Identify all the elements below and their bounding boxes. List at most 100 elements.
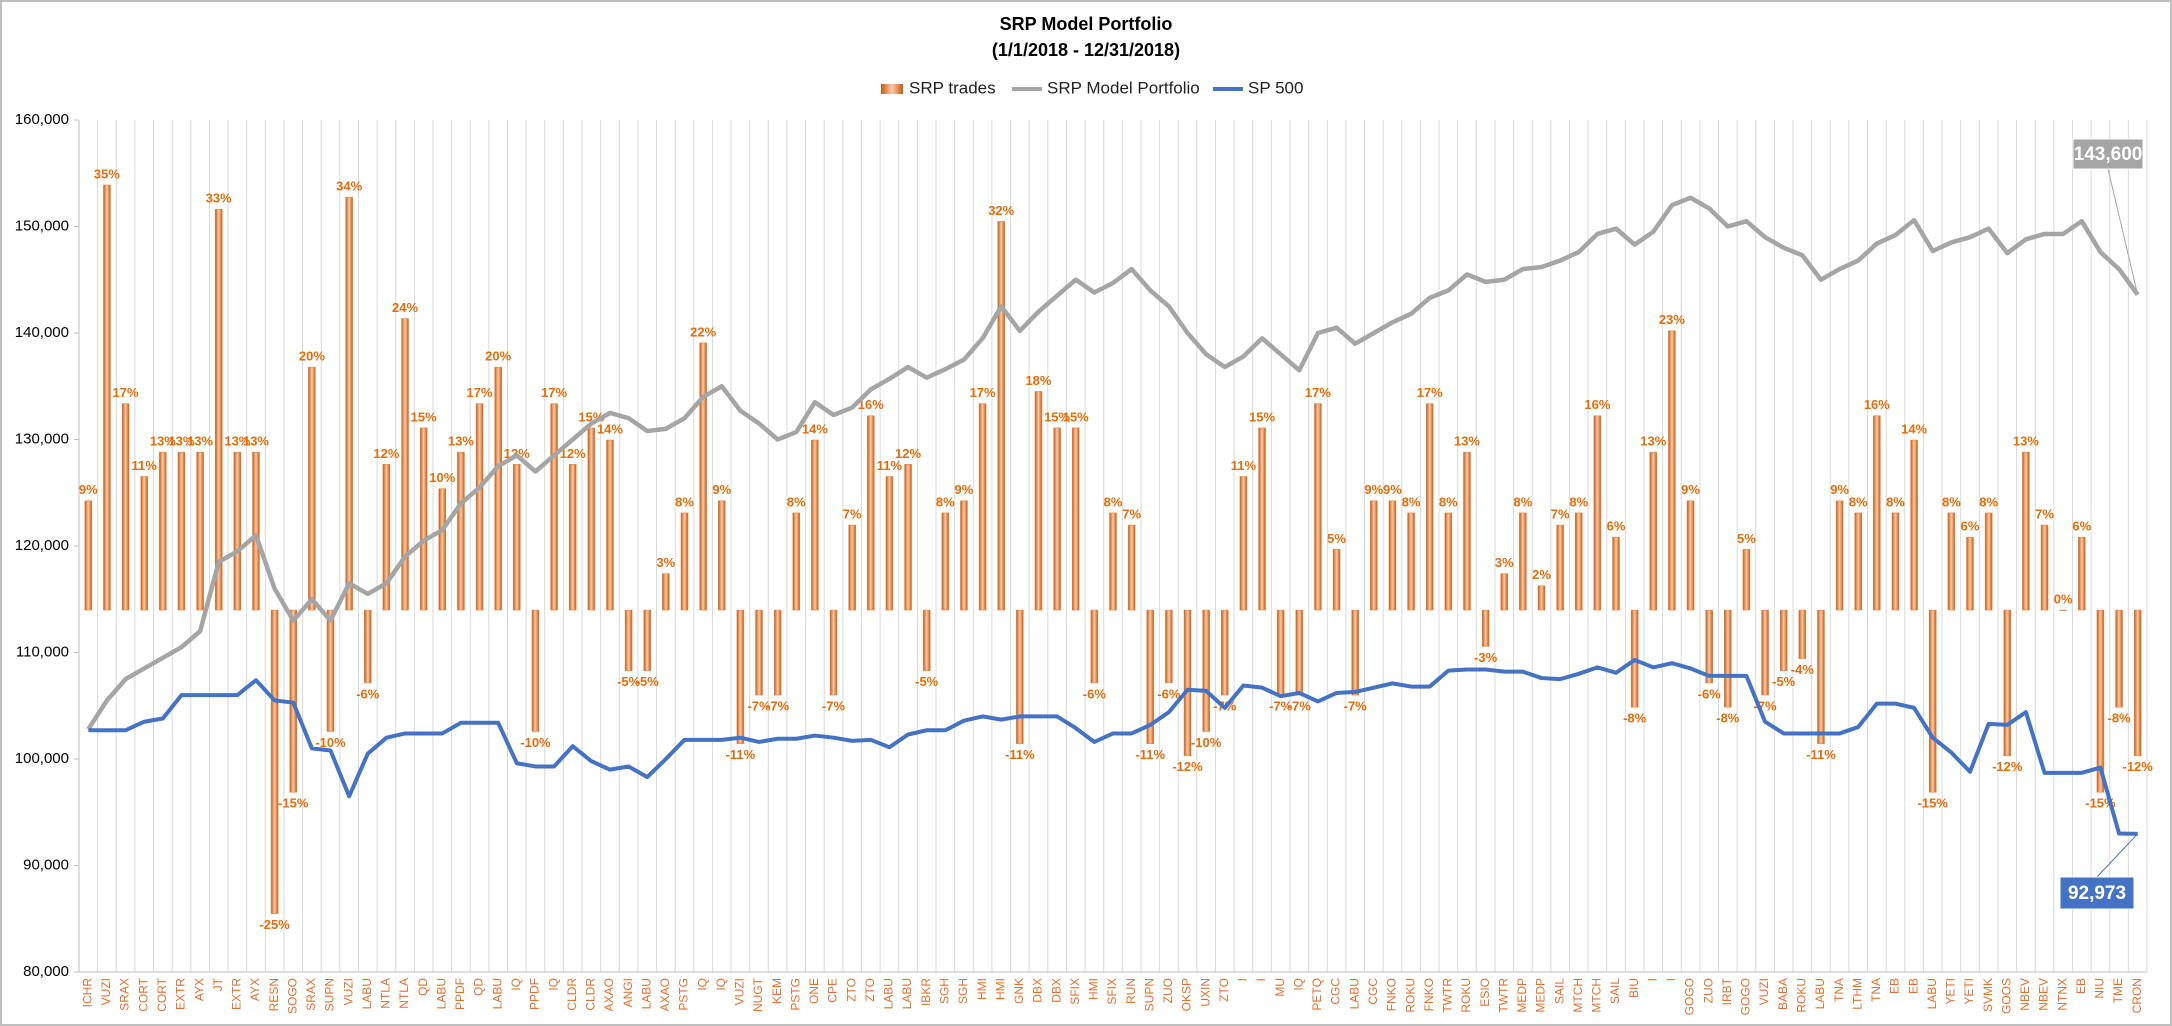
data-label: 8% xyxy=(1979,494,1998,509)
data-label: 2% xyxy=(1532,567,1551,582)
x-tick-label: ROKU xyxy=(1459,978,1473,1013)
x-tick-label: NTLA xyxy=(397,978,411,1009)
data-label: 14% xyxy=(802,421,828,436)
bar xyxy=(1593,415,1602,611)
x-tick-label: HMI xyxy=(975,978,989,1000)
x-tick-label: SRAX xyxy=(304,978,318,1011)
x-tick-label: NIU xyxy=(2093,978,2107,999)
bar xyxy=(531,609,540,732)
x-tick-label: MEDP xyxy=(1534,978,1548,1013)
x-tick-label: JT xyxy=(211,977,225,991)
bar xyxy=(1649,451,1658,611)
bar xyxy=(568,464,577,611)
line-series xyxy=(86,195,2140,731)
data-label: 13% xyxy=(1454,434,1480,449)
bar xyxy=(1165,609,1173,684)
x-tick-label: QD xyxy=(416,978,430,996)
chart-subtitle: (1/1/2018 - 12/31/2018) xyxy=(992,40,1180,60)
bar xyxy=(1221,609,1229,696)
bar xyxy=(1071,427,1080,611)
data-label: 9% xyxy=(1364,482,1383,497)
bar xyxy=(2096,609,2105,793)
bar xyxy=(1481,609,1490,647)
data-label: 8% xyxy=(1886,494,1905,509)
data-label: -8% xyxy=(1623,711,1647,726)
data-label: -10% xyxy=(520,735,551,750)
bar xyxy=(494,366,502,611)
data-label: -8% xyxy=(1716,711,1740,726)
data-label: 33% xyxy=(206,191,232,206)
x-tick-label: SRAX xyxy=(118,978,132,1011)
bar xyxy=(922,609,931,672)
x-tick-label: IBKR xyxy=(919,978,933,1006)
x-tick-label: CGC xyxy=(1329,978,1343,1005)
data-label: -5% xyxy=(1772,674,1796,689)
x-tick-label: NTLA xyxy=(379,978,393,1009)
bar xyxy=(1966,536,1974,611)
bar xyxy=(550,403,558,611)
data-label: 9% xyxy=(1830,482,1849,497)
data-label: 15% xyxy=(1063,409,1089,424)
data-label: 17% xyxy=(970,385,996,400)
bar xyxy=(829,609,838,696)
bar xyxy=(177,451,186,611)
data-label: 8% xyxy=(1569,494,1588,509)
x-tick-label: LABU xyxy=(434,978,448,1009)
bar xyxy=(159,451,167,611)
x-tick-label: ONE xyxy=(807,978,821,1004)
bar xyxy=(2003,609,2012,757)
x-tick-label: GOGO xyxy=(1683,978,1697,1015)
bar xyxy=(308,366,316,611)
x-tick-label: SVMK xyxy=(1981,978,1995,1012)
bar xyxy=(1537,585,1546,611)
x-tick-label: YETI xyxy=(1944,978,1958,1005)
bar xyxy=(1854,512,1862,611)
bar xyxy=(755,609,763,696)
data-label: 16% xyxy=(858,397,884,412)
data-label: 18% xyxy=(1025,373,1051,388)
x-tick-label: VUZI xyxy=(99,978,113,1005)
data-label: 9% xyxy=(712,482,731,497)
bar xyxy=(401,318,409,611)
data-label: 12% xyxy=(560,446,586,461)
x-tick-label: SAIL xyxy=(1608,978,1622,1004)
y-tick-label: 120,000 xyxy=(15,537,69,554)
y-tick-label: 110,000 xyxy=(16,643,69,660)
data-label: 8% xyxy=(936,494,955,509)
chart-title: SRP Model Portfolio xyxy=(1000,14,1173,34)
bar xyxy=(1761,609,1769,696)
x-tick-label: PSTG xyxy=(788,978,802,1011)
bar xyxy=(1034,391,1043,611)
data-label: 20% xyxy=(485,349,511,364)
x-tick-label: RESN xyxy=(267,978,281,1011)
x-tick-label: PPDF xyxy=(528,978,542,1010)
bar xyxy=(1984,512,1993,611)
x-tick-label: LABU xyxy=(1925,978,1939,1009)
x-tick-label: MTCH xyxy=(1571,978,1585,1013)
x-tick-label: ZUO xyxy=(1701,978,1715,1003)
x-tick-label: KEM xyxy=(770,978,784,1004)
data-label: 11% xyxy=(1231,458,1257,473)
data-label: -6% xyxy=(1698,686,1722,701)
data-label: 9% xyxy=(1383,482,1402,497)
x-tick-label: IQ xyxy=(546,978,560,991)
x-tick-label: LABU xyxy=(490,978,504,1009)
bar xyxy=(84,500,93,611)
data-label: 8% xyxy=(1942,494,1961,509)
bar xyxy=(326,609,335,732)
x-tick-label: AXAO xyxy=(602,978,616,1011)
x-tick-label: GNK xyxy=(1012,978,1026,1004)
data-label: -12% xyxy=(1992,759,2023,774)
x-tick-label: EB xyxy=(2074,978,2088,994)
bar xyxy=(1388,500,1397,611)
bar xyxy=(364,609,372,684)
x-tick-label: SGH xyxy=(956,978,970,1004)
bar xyxy=(718,500,726,611)
bar xyxy=(1127,524,1136,611)
data-label: -4% xyxy=(1791,662,1815,677)
bar xyxy=(811,439,819,611)
x-tick-label: ESIO xyxy=(1478,978,1492,1007)
bar xyxy=(1742,549,1751,611)
x-tick-label: PSTG xyxy=(677,978,691,1011)
